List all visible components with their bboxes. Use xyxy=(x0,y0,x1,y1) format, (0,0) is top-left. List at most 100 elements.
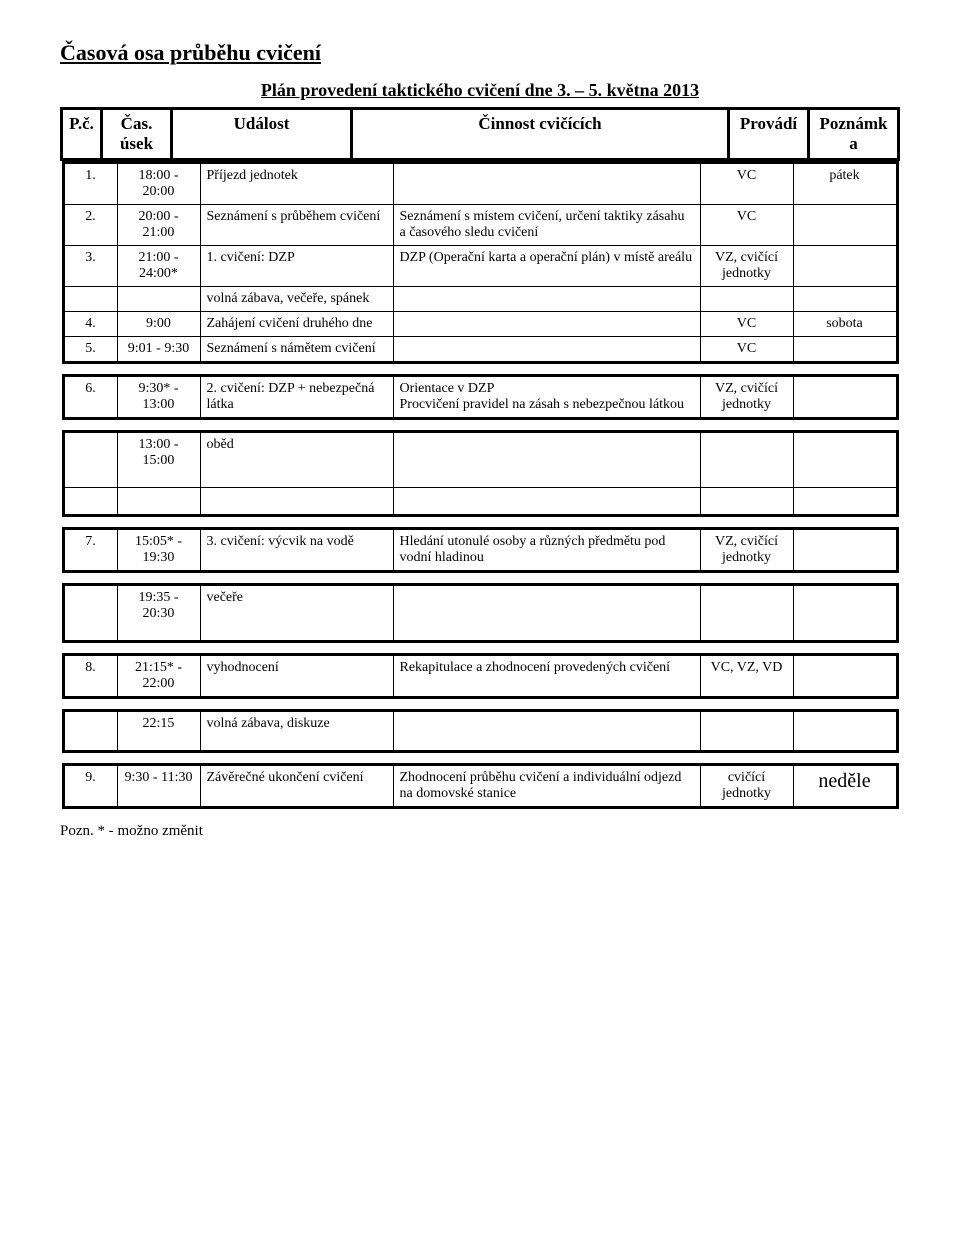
cell-poz: neděle xyxy=(793,765,897,808)
cell-poz: pátek xyxy=(793,163,897,205)
table-row: volná zábava, večeře, spánek xyxy=(63,287,897,312)
table-row: 3. 21:00 - 24:00* 1. cvičení: DZP DZP (O… xyxy=(63,246,897,287)
cell-prov: VZ, cvičící jednotky xyxy=(700,529,793,572)
cell-poz xyxy=(793,376,897,419)
cell-poz xyxy=(793,432,897,488)
table-row: 2. 20:00 - 21:00 Seznámení s průběhem cv… xyxy=(63,205,897,246)
table-row: 13:00 - 15:00 oběd xyxy=(63,432,897,488)
table-row: 7. 15:05* - 19:30 3. cvičení: výcvik na … xyxy=(63,529,897,572)
cell-cas: 13:00 - 15:00 xyxy=(117,432,200,488)
page: Časová osa průběhu cvičení Plán proveden… xyxy=(0,0,960,1255)
cell-poz: sobota xyxy=(793,312,897,337)
group-6: 8. 21:15* - 22:00 vyhodnocení Rekapitula… xyxy=(62,653,899,699)
col-poznamka: Poznámka xyxy=(809,109,899,160)
cell-ud: večeře xyxy=(200,585,393,642)
cell-cin: Rekapitulace a zhodnocení provedených cv… xyxy=(393,655,700,698)
cell-ud: volná zábava, diskuze xyxy=(200,711,393,752)
cell-cin xyxy=(393,287,700,312)
cell-pc xyxy=(63,585,117,642)
group-7: 22:15 volná zábava, diskuze xyxy=(62,709,899,753)
cell-pc: 5. xyxy=(63,337,117,363)
cell-prov: VC, VZ, VD xyxy=(700,655,793,698)
cell-ud: Seznámení s námětem cvičení xyxy=(200,337,393,363)
table-row: 8. 21:15* - 22:00 vyhodnocení Rekapitula… xyxy=(63,655,897,698)
cell-prov: VZ, cvičící jednotky xyxy=(700,246,793,287)
cell-pc xyxy=(63,287,117,312)
cell-cas: 18:00 - 20:00 xyxy=(117,163,200,205)
cell-cin: Seznámení s místem cvičení, určení takti… xyxy=(393,205,700,246)
cell-ud: Závěrečné ukončení cvičení xyxy=(200,765,393,808)
cell-cas: 9:30 - 11:30 xyxy=(117,765,200,808)
cell-cin: DZP (Operační karta a operační plán) v m… xyxy=(393,246,700,287)
cell-cas xyxy=(117,287,200,312)
table-row: 22:15 volná zábava, diskuze xyxy=(63,711,897,752)
cell-pc: 4. xyxy=(63,312,117,337)
table-row: 19:35 - 20:30 večeře xyxy=(63,585,897,642)
cell-cin: Hledání utonulé osoby a různých předmětu… xyxy=(393,529,700,572)
group-8: 9. 9:30 - 11:30 Závěrečné ukončení cviče… xyxy=(62,763,899,809)
table-row: 1. 18:00 - 20:00 Příjezd jednotek VC pát… xyxy=(63,163,897,205)
cell-ud: Příjezd jednotek xyxy=(200,163,393,205)
page-title: Časová osa průběhu cvičení xyxy=(60,40,900,66)
cell-poz xyxy=(793,205,897,246)
cell-prov xyxy=(700,585,793,642)
cell-pc xyxy=(63,711,117,752)
plan-title: Plán provedení taktického cvičení dne 3.… xyxy=(60,80,900,101)
cell-prov: VZ, cvičící jednotky xyxy=(700,376,793,419)
cell-prov: cvičící jednotky xyxy=(700,765,793,808)
table-row: 9. 9:30 - 11:30 Závěrečné ukončení cviče… xyxy=(63,765,897,808)
cell-cas: 20:00 - 21:00 xyxy=(117,205,200,246)
cell-cas: 15:05* - 19:30 xyxy=(117,529,200,572)
cell-cin xyxy=(393,711,700,752)
col-cinnost: Činnost cvičících xyxy=(352,109,729,160)
cell-cas: 9:00 xyxy=(117,312,200,337)
table-row-empty xyxy=(63,488,897,516)
schedule-table: P.č. Čas. úsek Událost Činnost cvičících… xyxy=(60,107,900,809)
cell-cas: 9:01 - 9:30 xyxy=(117,337,200,363)
footnote: Pozn. * - možno změnit xyxy=(60,823,900,840)
cell-ud: 2. cvičení: DZP + nebezpečná látka xyxy=(200,376,393,419)
cell-poz xyxy=(793,655,897,698)
table-header-row: P.č. Čas. úsek Událost Činnost cvičících… xyxy=(62,109,899,160)
cell-prov: VC xyxy=(700,163,793,205)
group-1: 1. 18:00 - 20:00 Příjezd jednotek VC pát… xyxy=(62,160,899,365)
cell-cas: 21:15* - 22:00 xyxy=(117,655,200,698)
cell-cin xyxy=(393,337,700,363)
col-provadi: Provádí xyxy=(729,109,809,160)
cell-cas: 21:00 - 24:00* xyxy=(117,246,200,287)
cell-pc xyxy=(63,432,117,488)
cell-prov xyxy=(700,711,793,752)
cell-cin xyxy=(393,312,700,337)
cell-cin: Orientace v DZP Procvičení pravidel na z… xyxy=(393,376,700,419)
cell-ud: oběd xyxy=(200,432,393,488)
cell-cin: Zhodnocení průběhu cvičení a individuáln… xyxy=(393,765,700,808)
group-3: 13:00 - 15:00 oběd xyxy=(62,430,899,517)
cell-prov xyxy=(700,432,793,488)
cell-pc: 3. xyxy=(63,246,117,287)
cell-poz xyxy=(793,246,897,287)
table-row: 4. 9:00 Zahájení cvičení druhého dne VC … xyxy=(63,312,897,337)
cell-ud: vyhodnocení xyxy=(200,655,393,698)
cell-ud: volná zábava, večeře, spánek xyxy=(200,287,393,312)
cell-prov xyxy=(700,287,793,312)
cell-poz xyxy=(793,529,897,572)
cell-prov: VC xyxy=(700,337,793,363)
cell-cas: 22:15 xyxy=(117,711,200,752)
cell-pc: 8. xyxy=(63,655,117,698)
cell-cin xyxy=(393,432,700,488)
col-udalost: Událost xyxy=(172,109,352,160)
col-pc: P.č. xyxy=(62,109,102,160)
table-row: 5. 9:01 - 9:30 Seznámení s námětem cviče… xyxy=(63,337,897,363)
cell-poz xyxy=(793,337,897,363)
cell-prov: VC xyxy=(700,205,793,246)
col-cas: Čas. úsek xyxy=(102,109,172,160)
cell-poz xyxy=(793,585,897,642)
cell-cas: 19:35 - 20:30 xyxy=(117,585,200,642)
cell-poz xyxy=(793,287,897,312)
group-4: 7. 15:05* - 19:30 3. cvičení: výcvik na … xyxy=(62,527,899,573)
group-2: 6. 9:30* - 13:00 2. cvičení: DZP + nebez… xyxy=(62,374,899,420)
cell-cin xyxy=(393,585,700,642)
cell-cin xyxy=(393,163,700,205)
cell-cas: 9:30* - 13:00 xyxy=(117,376,200,419)
group-5: 19:35 - 20:30 večeře xyxy=(62,583,899,643)
